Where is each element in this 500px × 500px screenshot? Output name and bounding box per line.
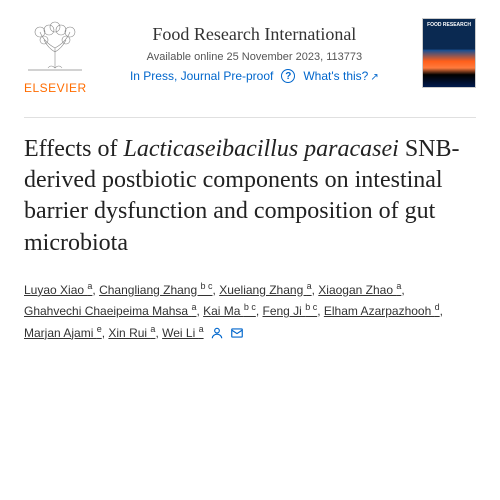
author-affiliation: b c [201, 281, 213, 291]
publisher-label: ELSEVIER [24, 81, 87, 95]
cover-image: FOOD RESEARCH [422, 18, 476, 88]
external-link-icon: ↗ [370, 72, 378, 83]
elsevier-tree-icon [24, 18, 86, 74]
whats-this-link[interactable]: What's this?↗ [303, 69, 378, 83]
status-row: In Press, Journal Pre-proof ? What's thi… [101, 69, 408, 83]
cover-title-text: FOOD RESEARCH [427, 23, 471, 29]
info-icon[interactable]: ? [281, 69, 295, 83]
journal-cover[interactable]: FOOD RESEARCH [422, 18, 476, 88]
author-link[interactable]: Changliang Zhang b c [99, 283, 212, 297]
journal-name[interactable]: Food Research International [101, 24, 408, 45]
availability-text: Available online 25 November 2023, 11377… [101, 51, 408, 63]
mail-icon[interactable] [230, 326, 244, 340]
divider [24, 117, 476, 118]
author-link[interactable]: Kai Ma b c [203, 304, 256, 318]
article-title: Effects of Lacticaseibacillus paracasei … [24, 134, 476, 259]
title-part-italic: Lacticaseibacillus paracasei [124, 136, 399, 162]
corresponding-author-icons [210, 326, 244, 340]
whats-this-label: What's this? [303, 69, 368, 83]
article-page: ELSEVIER Food Research International Ava… [0, 0, 500, 361]
author-affiliation: b c [305, 302, 317, 312]
author-list: Luyao Xiao a Changliang Zhang b c Xueliang… [24, 279, 476, 343]
author-link[interactable]: Xin Rui a [108, 326, 155, 340]
author-link[interactable]: Elham Azarpazhooh d [324, 304, 440, 318]
journal-meta: Food Research International Available on… [101, 18, 408, 83]
author-link[interactable]: Feng Ji b c [263, 304, 318, 318]
author-link[interactable]: Ghahvechi Chaeipeima Mahsa a [24, 304, 196, 318]
person-icon[interactable] [210, 326, 224, 340]
author-affiliation: b c [244, 302, 256, 312]
author-link[interactable]: Wei Li a [162, 326, 203, 340]
author-affiliation: a [199, 324, 204, 334]
author-link[interactable]: Luyao Xiao a [24, 283, 92, 297]
press-status: In Press, Journal Pre-proof [130, 69, 273, 83]
article-header: ELSEVIER Food Research International Ava… [24, 18, 476, 95]
publisher-logo-block: ELSEVIER [24, 18, 87, 95]
author-link[interactable]: Xueliang Zhang a [219, 283, 311, 297]
author-link[interactable]: Marjan Ajami e [24, 326, 102, 340]
title-part-pre: Effects of [24, 136, 124, 162]
author-link[interactable]: Xiaogan Zhao a [318, 283, 401, 297]
